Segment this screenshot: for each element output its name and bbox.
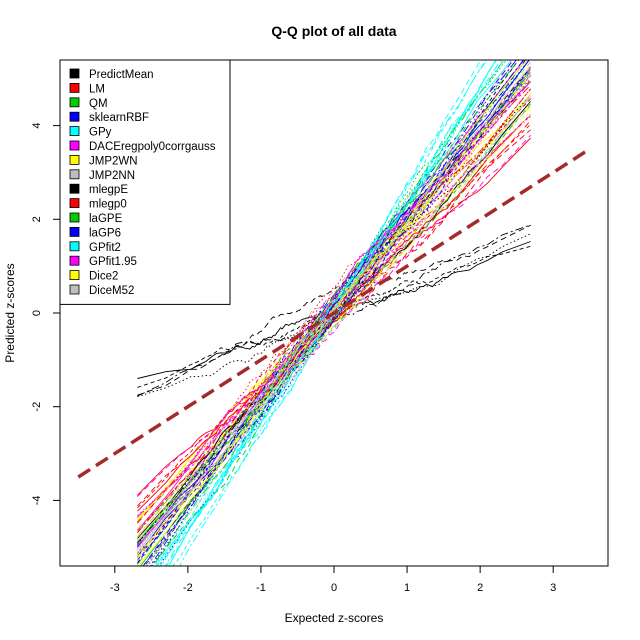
reference-line-group [77, 147, 591, 479]
legend-swatch-14 [69, 270, 80, 281]
legend-label-4: GPy [89, 127, 112, 139]
y-tick-label-0: -4 [31, 496, 43, 506]
series-curve-8-4 [137, 66, 531, 559]
x-axis: -3 -2 -1 0 1 2 3 [110, 565, 556, 594]
legend-swatch-5 [69, 140, 80, 151]
x-tick-label-2: -1 [256, 582, 266, 594]
legend-label-7: JMP2NN [89, 170, 135, 182]
series-curve-11-2 [150, 65, 531, 566]
series-curve-6-0 [137, 93, 531, 522]
series-curve-14-3 [137, 73, 531, 559]
x-tick-label-6: 3 [550, 582, 556, 594]
series-curve-14-4 [137, 113, 531, 538]
series-curve-13-0 [137, 81, 531, 531]
series-curve-6-3 [137, 106, 531, 519]
x-tick-label-1: -2 [183, 582, 193, 594]
legend-box [59, 59, 231, 305]
x-axis-label: Expected z-scores [285, 611, 384, 625]
legend-swatch-0 [69, 68, 80, 79]
series-curve-0-1 [137, 245, 531, 388]
series-curve-13-4 [137, 134, 531, 497]
legend-swatch-3 [69, 111, 80, 122]
y-tick-label-1: -2 [31, 402, 43, 412]
legend-swatch-1 [69, 83, 80, 93]
legend-label-8: mlegpE [89, 184, 128, 196]
y-axis: -4 -2 0 2 4 [31, 123, 61, 506]
legend-swatch-9 [69, 198, 80, 209]
series-curve-11-4 [142, 60, 526, 566]
legend-swatch-4 [69, 126, 80, 136]
legend-swatch-15 [69, 284, 80, 295]
y-tick-label-4: 4 [31, 123, 43, 129]
x-tick-label-5: 2 [477, 582, 483, 594]
y-tick-label-2: 0 [31, 310, 43, 316]
legend-swatch-12 [69, 241, 80, 252]
series-curve-15-3 [137, 94, 531, 556]
series-curve-10-3 [150, 60, 505, 566]
legend-label-3: sklearnRBF [89, 112, 149, 124]
series-curve-13-2 [137, 115, 531, 516]
legend-label-11: laGP6 [89, 227, 121, 239]
legend-swatch-7 [69, 169, 80, 180]
legend-label-10: laGPE [89, 213, 123, 225]
legend-label-6: JMP2WN [89, 155, 138, 167]
legend-label-15: DiceM52 [89, 285, 134, 297]
series-curve-4-2 [160, 60, 497, 566]
legend-label-2: QM [89, 98, 108, 110]
legend-swatch-8 [69, 183, 80, 194]
legend-label-14: Dice2 [89, 271, 118, 283]
legend-label-13: GPfit1.95 [89, 256, 137, 268]
legend-swatch-2 [69, 97, 80, 108]
series-curve-0-2 [137, 233, 531, 398]
legend-label-12: GPfit2 [89, 242, 121, 254]
y-tick-label-3: 2 [31, 216, 43, 222]
series-curve-3-2 [158, 60, 517, 566]
series-curve-1-2 [137, 78, 531, 519]
legend-swatch-10 [69, 212, 80, 223]
y-axis-label: Predicted z-scores [3, 263, 17, 362]
series-curve-9-0 [137, 114, 531, 512]
series-curve-0-4 [137, 224, 531, 396]
legend-label-0: PredictMean [89, 69, 154, 81]
x-tick-label-4: 1 [404, 582, 410, 594]
legend-label-5: DACEregpoly0corrgauss [89, 141, 216, 153]
legend-swatch-6 [69, 154, 80, 165]
legend-label-1: LM [89, 83, 105, 95]
x-tick-label-3: 0 [331, 582, 337, 594]
legend-swatch-11 [69, 226, 80, 237]
chart-title: Q-Q plot of all data [271, 23, 396, 39]
legend: PredictMean LM QM sklearnRBF GPy DACEregpoly0… [59, 59, 231, 305]
series-curve-7-2 [137, 74, 531, 561]
series-curve-15-1 [144, 60, 512, 566]
legend-label-9: mlegp0 [89, 199, 127, 211]
series-curve-15-4 [137, 95, 531, 542]
reference-line [77, 147, 591, 479]
legend-swatch-13 [69, 255, 80, 266]
series-curve-14-2 [137, 109, 531, 540]
x-tick-label-0: -3 [110, 582, 120, 594]
